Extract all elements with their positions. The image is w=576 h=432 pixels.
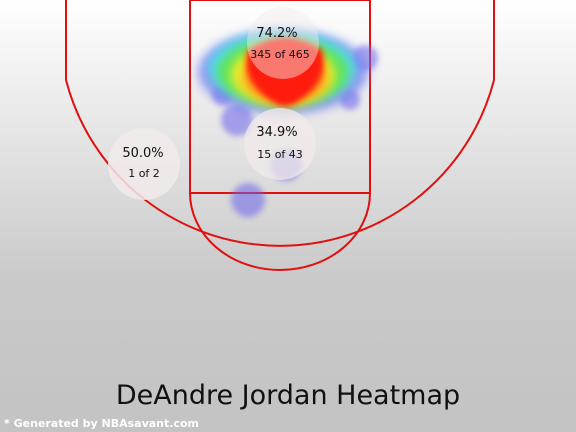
zone-count-label: 345 of 465 xyxy=(250,48,310,61)
paint-key xyxy=(189,0,371,194)
zone-left-mid-range: 50.0% 1 of 2 xyxy=(108,128,180,200)
zone-pct-label: 50.0% xyxy=(122,146,163,161)
court-lines xyxy=(65,0,495,271)
free-throw-arc xyxy=(189,192,371,271)
heatmap-layer xyxy=(198,30,378,217)
chart-title: DeAndre Jordan Heatmap xyxy=(115,380,461,411)
generated-by-credit: * Generated by NBAsavant.com xyxy=(4,417,199,430)
zone-circle xyxy=(108,128,180,200)
zone-paint: 34.9% 15 of 43 xyxy=(244,108,316,180)
heat-spot xyxy=(221,104,253,136)
zone-circle xyxy=(244,108,316,180)
zone-count-label: 1 of 2 xyxy=(128,167,160,180)
heat-spot xyxy=(231,183,265,217)
zone-pct-label: 74.2% xyxy=(256,26,297,41)
zone-pct-label: 34.9% xyxy=(256,125,297,140)
zone-circle xyxy=(247,7,319,79)
heat-region-red xyxy=(246,37,324,106)
zone-restricted-area: 74.2% 345 of 465 xyxy=(247,7,319,79)
zone-count-label: 15 of 43 xyxy=(257,148,303,161)
three-point-line xyxy=(65,0,495,247)
